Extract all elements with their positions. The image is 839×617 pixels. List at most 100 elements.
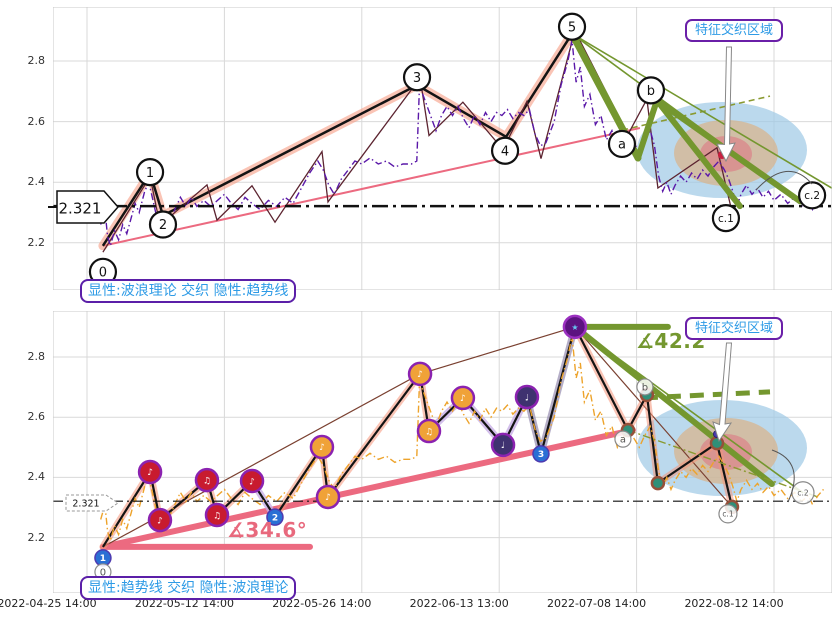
skeleton-line: [419, 326, 576, 375]
wave-point-marker[interactable]: [402, 63, 432, 92]
panel-0-plot: [53, 7, 832, 290]
pivot-marker-red[interactable]: [137, 459, 163, 485]
pink-thin-line: [102, 127, 641, 247]
y-tick-label: 2.2: [27, 530, 46, 544]
projection-line: [571, 323, 775, 487]
angle-arc: [771, 449, 795, 503]
pivot-marker-glyph: ♪: [249, 477, 255, 487]
projection-line: [627, 429, 819, 498]
trend-angle-label: ∡34.6°: [227, 518, 308, 542]
pivot-marker-glyph: ♫: [213, 511, 221, 521]
panel2-region-label: 特征交织区域: [685, 317, 784, 340]
pivot-marker-orange[interactable]: [416, 418, 442, 444]
pivot-marker-glyph: 2: [272, 513, 278, 523]
pivot-marker-teal[interactable]: [709, 435, 725, 451]
wave-point-label: b: [647, 84, 655, 99]
wave-ref-label: 0: [100, 568, 106, 579]
wave-ref-label: c.1: [722, 510, 734, 519]
wave-point-label: 5: [568, 20, 576, 35]
x-axis-label: 2022-08-12 14:00: [684, 597, 784, 610]
panel1-caption: 显性:波浪理论 交织 隐性:趋势线: [80, 279, 297, 303]
x-axis-label: 2022-05-12 14:00: [134, 597, 234, 610]
wave-point-label: a: [618, 138, 626, 153]
pivot-marker-red[interactable]: [194, 467, 220, 493]
price-line: [100, 39, 825, 249]
x-axis-label: 2022-04-25 14:00: [0, 597, 97, 610]
pivot-marker-glyph: ♩: [525, 393, 529, 403]
projection-line: [643, 389, 771, 401]
y-tick-label: 2.4: [27, 175, 46, 189]
wave-point-label: 4: [501, 144, 509, 159]
pivot-marker-orange[interactable]: [309, 434, 335, 460]
pivot-marker-blue[interactable]: [266, 508, 284, 526]
main-wave-line: [101, 33, 574, 247]
wave-point-marker[interactable]: [135, 158, 165, 187]
pivot-marker-orange[interactable]: [407, 361, 433, 387]
wave-ref-circle[interactable]: [636, 378, 654, 396]
pivot-marker-glyph: ♪: [417, 370, 423, 380]
detail-wave-line: [102, 28, 733, 253]
wave-point-marker[interactable]: [148, 210, 178, 239]
abc-projection-line: [571, 33, 832, 189]
pivot-marker-glyph: 1: [100, 554, 106, 564]
pivot-marker-red[interactable]: [147, 507, 173, 533]
pivot-marker-glyph: ♫: [425, 427, 433, 437]
wave-point-marker[interactable]: [711, 204, 741, 233]
angle-arc: [755, 170, 813, 191]
panel2-caption: 显性:趋势线 交织 隐性:波浪理论: [80, 576, 297, 600]
wave-ref-circle[interactable]: [718, 504, 738, 524]
pivot-marker-purple[interactable]: [490, 432, 516, 458]
price-line: [100, 335, 825, 544]
region-pointer-arrow: [716, 46, 736, 163]
wave-point-marker[interactable]: [636, 76, 666, 105]
pivot-marker-peak[interactable]: [562, 314, 588, 340]
y-tick-label: 2.6: [27, 114, 46, 128]
pivot-marker-blue[interactable]: [532, 445, 550, 463]
wave-point-label: 3: [413, 71, 421, 86]
wave-point-marker[interactable]: [490, 136, 520, 165]
wave-point-marker[interactable]: [557, 12, 587, 41]
y-tick-label: 2.8: [27, 54, 46, 67]
pivot-marker-red[interactable]: [239, 468, 265, 494]
panel1-region-label: 特征交织区域: [685, 19, 784, 42]
x-axis-label: 2022-06-13 13:00: [409, 597, 509, 610]
wave-ref-label: a: [620, 435, 626, 446]
x-axis-label: 2022-05-26 14:00: [272, 597, 372, 610]
pivot-marker-teal[interactable]: [650, 475, 666, 491]
y-tick-label: 2.4: [27, 470, 46, 484]
region-pointer-arrow: [712, 342, 733, 443]
pivot-marker-glyph: ♪: [460, 394, 466, 404]
pivot-marker-glyph: ♪: [319, 443, 325, 453]
wave-point-marker[interactable]: [607, 129, 637, 159]
projection-line: [574, 326, 804, 494]
reference-price-callout: [56, 190, 119, 224]
pivot-marker-purple[interactable]: [514, 384, 540, 410]
wave-point-label: 2: [159, 218, 167, 233]
pivot-marker-glyph: ♪: [157, 516, 163, 526]
reference-price-value: 2.321: [72, 498, 99, 509]
pivot-marker-orange[interactable]: [315, 484, 341, 510]
pivot-marker-glyph: ♩: [501, 441, 505, 451]
pivot-marker-glyph: ♪: [147, 468, 153, 478]
wave-point-marker[interactable]: [798, 181, 827, 210]
pivot-marker-glyph: ♫: [203, 476, 211, 486]
pivot-marker-glyph: ♪: [325, 493, 331, 503]
abc-projection-line: [571, 33, 801, 202]
marker-layer: 0 1 2 3 4 5 a b c.1 c.2 1 ♪ ♪ ♫ ♫ ♪ 2 ♪ ♪ ♪ ♫ ♪ ♩ ♩ 3 ★ 0 a b c.1 c.2 2…: [48, 12, 827, 581]
skeleton-line: [574, 326, 733, 508]
wave-ref-label: c.2: [797, 488, 809, 497]
y-tick-label: 2.2: [27, 235, 46, 249]
wave-ref-circle[interactable]: [614, 430, 632, 448]
wave-point-label: c.1: [718, 213, 734, 225]
pivot-marker-glyph: ★: [571, 323, 578, 332]
pivot-marker-glyph: 3: [538, 450, 544, 460]
reference-price-value: 2.321: [59, 199, 102, 217]
wave-point-label: 0: [99, 266, 107, 281]
pivot-marker-red[interactable]: [204, 502, 230, 528]
wave-point-label: c.2: [804, 190, 820, 202]
pivot-marker-orange[interactable]: [450, 385, 476, 411]
wave-ref-label: b: [642, 383, 648, 394]
reference-price-callout: [65, 494, 119, 512]
